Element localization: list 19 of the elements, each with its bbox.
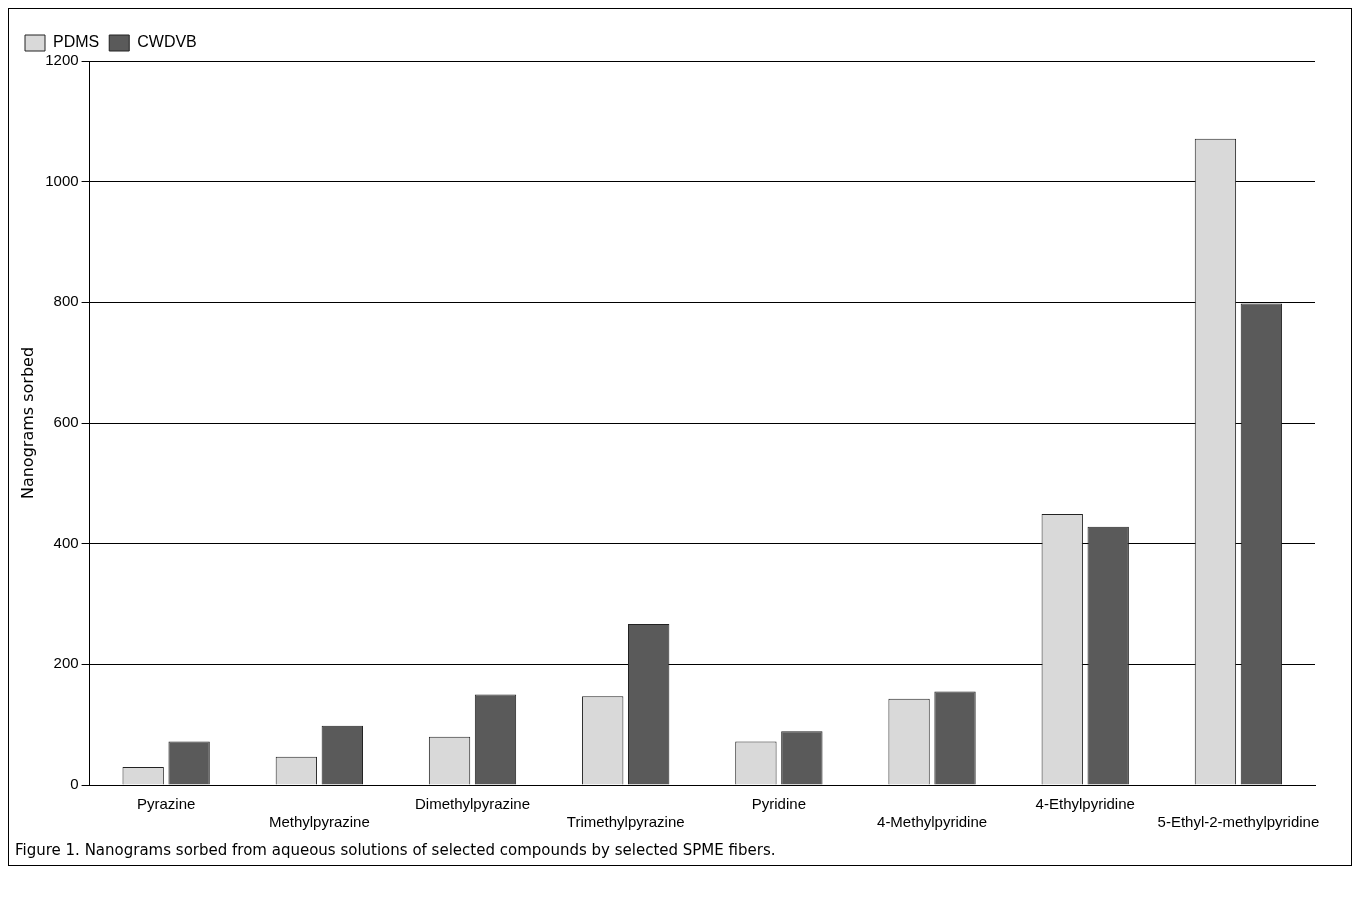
y-tick-label: 0	[70, 775, 79, 793]
x-tick-label: 4-Ethylpyridine	[1035, 795, 1135, 813]
x-tick-label: Dimethylpyrazine	[414, 795, 531, 813]
y-tick-label: 1200	[45, 51, 79, 69]
y-tick-label: 400	[53, 533, 79, 551]
x-tick-label: Methylpyrazine	[268, 813, 370, 831]
x-tick-label: Pyrazine	[136, 795, 196, 813]
x-tick-label: Trimethylpyrazine	[566, 813, 685, 831]
x-tick-label: Pyridine	[751, 795, 806, 813]
x-tick-label: 4-Methylpyridine	[877, 813, 988, 831]
y-tick-label: 800	[53, 292, 79, 310]
y-axis-title: Nanograms sorbed	[17, 346, 37, 500]
y-tick-label: 1000	[45, 171, 79, 189]
legend-label: CWDVB	[137, 33, 197, 51]
legend-label: PDMS	[53, 33, 100, 51]
caption: Figure 1. Nanograms sorbed from aqueous solutions of selected compounds by selected SPME fibers.	[15, 841, 777, 859]
x-tick-label: 5-Ethyl-2-methylpyridine	[1157, 813, 1320, 831]
y-tick-label: 200	[53, 654, 79, 672]
y-tick-label: 600	[53, 413, 79, 431]
